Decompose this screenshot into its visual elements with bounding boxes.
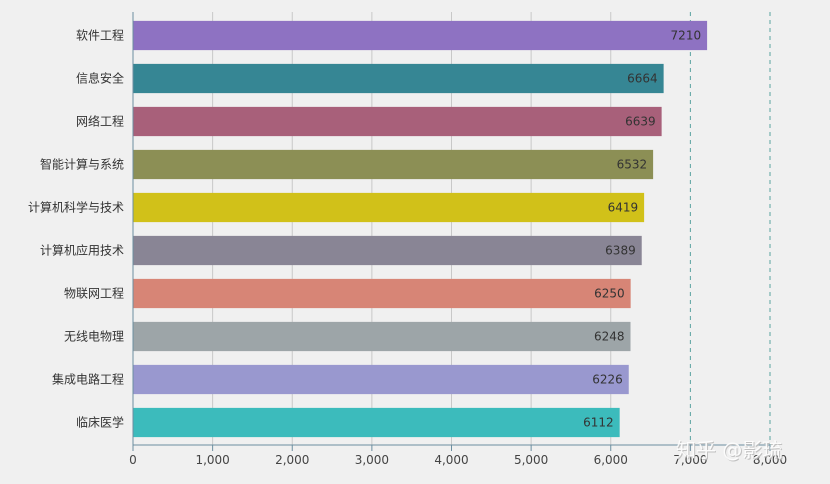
data-label: 6389: [605, 244, 636, 258]
x-tick-label: 7,000: [673, 453, 707, 467]
bar: [133, 407, 620, 438]
category-label: 物联网工程: [64, 286, 124, 301]
data-label: 6664: [627, 72, 658, 86]
category-label: 临床医学: [76, 415, 124, 430]
x-tick-label: 3,000: [355, 453, 389, 467]
x-tick-label: 8,000: [753, 453, 787, 467]
bar: [133, 63, 664, 94]
bar: [133, 278, 631, 309]
category-label: 无线电物理: [64, 330, 124, 344]
bar: [133, 20, 708, 51]
data-label: 6112: [583, 416, 614, 430]
data-label: 6250: [594, 287, 625, 301]
category-label: 信息安全: [76, 71, 124, 86]
x-tick-label: 1,000: [195, 453, 229, 467]
watermark: 知乎 @影琉 知乎 @影琉: [676, 438, 783, 463]
category-label: 集成电路工程: [52, 372, 124, 387]
watermark-text: 知乎 @影琉: [676, 438, 782, 462]
x-ticks: 0 1,000 2,000 3,000 4,000 5,000 6,000 7,000 8,00…: [129, 445, 787, 467]
bar: [133, 321, 631, 352]
svg-text:知乎 @影琉: 知乎 @影琉: [677, 439, 783, 463]
data-label: 6226: [592, 373, 623, 387]
data-label: 6248: [594, 330, 625, 344]
category-label: 软件工程: [76, 28, 124, 43]
category-label: 网络工程: [76, 114, 124, 129]
category-label: 智能计算与系统: [40, 157, 124, 172]
bar: [133, 106, 662, 137]
x-tick-label: 6,000: [594, 453, 628, 467]
x-tick-label: 5,000: [514, 453, 548, 467]
bars: [133, 20, 708, 438]
bar: [133, 235, 642, 266]
category-labels: 软件工程信息安全网络工程智能计算与系统计算机科学与技术计算机应用技术物联网工程无…: [28, 28, 124, 430]
bar: [133, 364, 629, 395]
data-label: 6419: [608, 201, 639, 215]
data-label: 6532: [617, 158, 648, 172]
value-labels: 7210 6664 6639 6532 6419 6389 6250 6248 6226 6112: [583, 29, 701, 430]
data-label: 7210: [671, 29, 702, 43]
bar: [133, 192, 645, 223]
x-tick-label: 0: [129, 453, 137, 467]
bar: [133, 149, 654, 180]
x-tick-label: 4,000: [434, 453, 468, 467]
category-label: 计算机科学与技术: [28, 200, 124, 215]
x-tick-label: 2,000: [275, 453, 309, 467]
category-label: 计算机应用技术: [40, 243, 124, 258]
data-label: 6639: [625, 115, 656, 129]
